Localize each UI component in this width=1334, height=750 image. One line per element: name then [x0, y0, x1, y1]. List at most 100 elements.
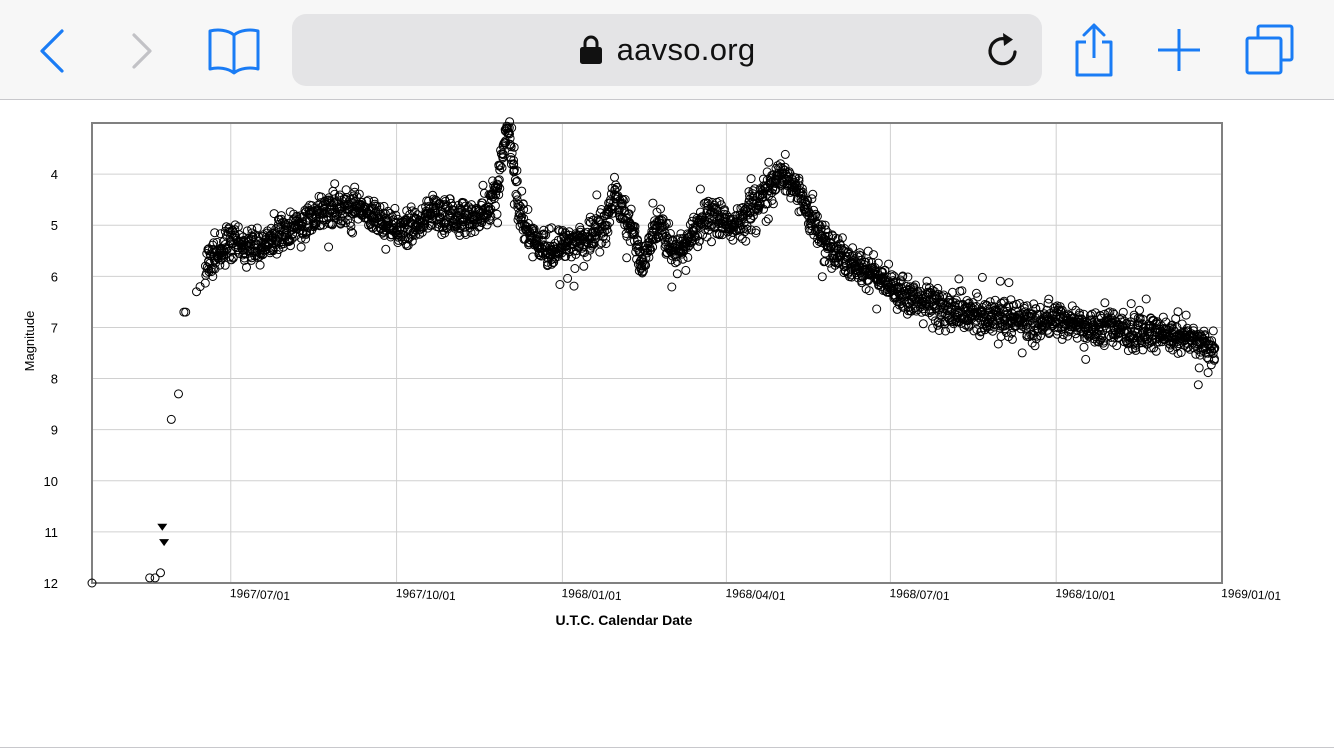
observation-point — [145, 573, 155, 583]
observation-point — [762, 167, 772, 177]
observation-point — [410, 207, 420, 217]
observation-point — [364, 195, 373, 205]
observation-point — [1200, 330, 1210, 340]
observation-point — [807, 226, 817, 235]
observation-point — [869, 250, 878, 260]
observation-point — [288, 230, 298, 240]
observation-point — [390, 203, 400, 213]
observation-point — [631, 247, 641, 257]
observation-point — [504, 128, 514, 138]
page-content: 4 5 6 7 8 9 10 11 12 1967/07/01 1967/10/01 1968/01… — [0, 101, 1334, 750]
plot-frame — [91, 122, 1223, 584]
observation-point — [517, 186, 527, 196]
share-icon — [1075, 23, 1113, 77]
observation-point — [630, 227, 640, 236]
observation-point — [942, 292, 952, 302]
observation-point — [764, 157, 774, 167]
observation-point — [990, 295, 1000, 305]
forward-button[interactable] — [112, 20, 172, 80]
new-tab-button[interactable] — [1149, 20, 1209, 80]
observation-point — [1064, 310, 1074, 320]
observation-point — [413, 210, 423, 220]
observation-point — [1207, 336, 1217, 346]
observation-point — [1087, 315, 1097, 325]
observation-point — [539, 225, 549, 235]
observation-point — [1099, 336, 1109, 346]
observation-point — [273, 219, 283, 229]
observation-point — [1203, 368, 1213, 378]
observation-point — [728, 235, 738, 245]
observation-point — [156, 568, 165, 578]
bookmarks-button[interactable] — [202, 20, 266, 80]
observation-point — [941, 326, 950, 336]
observation-point — [622, 253, 632, 263]
observation-point — [494, 175, 504, 185]
x-tick-label: 1969/01/01 — [1221, 586, 1282, 603]
observation-point — [624, 209, 634, 219]
observation-point — [661, 218, 671, 228]
observation-point — [891, 277, 901, 287]
observation-point — [896, 277, 906, 287]
observation-point — [617, 194, 627, 204]
observation-point — [225, 252, 235, 262]
observation-point — [509, 166, 519, 176]
observation-point — [150, 573, 160, 583]
observation-point — [1208, 349, 1218, 359]
observation-point — [368, 223, 378, 233]
tabs-button[interactable] — [1239, 20, 1299, 80]
observation-point — [794, 176, 804, 186]
lock-icon — [579, 35, 602, 64]
observation-point — [493, 181, 503, 191]
observation-point — [1029, 331, 1038, 340]
observation-point — [746, 225, 756, 235]
observation-point — [514, 200, 524, 210]
observation-point — [555, 280, 565, 289]
observation-point — [798, 187, 808, 197]
observation-point — [1191, 349, 1201, 359]
back-button[interactable] — [22, 20, 82, 80]
observation-point — [292, 211, 302, 221]
observation-point — [992, 306, 1002, 316]
observation-point — [1118, 307, 1128, 317]
observation-point — [833, 234, 843, 244]
observation-point — [665, 229, 675, 238]
observation-point — [780, 149, 790, 159]
observation-point — [1194, 363, 1204, 373]
observation-point — [763, 214, 773, 224]
observation-point — [638, 266, 648, 276]
observation-point — [504, 123, 514, 133]
observation-point — [927, 311, 937, 321]
observation-point — [226, 255, 236, 265]
observation-point — [493, 218, 503, 228]
observation-point — [808, 189, 818, 199]
observation-point — [512, 176, 522, 186]
observation-point — [401, 239, 411, 249]
observation-point — [663, 233, 673, 243]
address-bar[interactable]: aavso.org — [292, 14, 1042, 86]
observation-point — [518, 199, 528, 209]
observation-point — [324, 242, 334, 252]
observation-point — [505, 117, 515, 127]
observation-point — [547, 259, 557, 269]
observation-point — [272, 249, 282, 259]
observation-point — [720, 212, 730, 222]
observation-point — [807, 194, 817, 204]
observation-point — [1100, 298, 1110, 308]
observation-point — [828, 231, 838, 241]
reload-button[interactable] — [978, 26, 1028, 76]
share-button[interactable] — [1064, 20, 1124, 80]
observation-point — [242, 262, 251, 272]
observation-point — [887, 270, 897, 280]
observation-point — [253, 231, 263, 241]
observation-points — [87, 117, 1220, 588]
observation-point — [460, 228, 470, 238]
observation-point — [948, 287, 957, 297]
y-tick-label: 10 — [44, 474, 58, 489]
observation-point — [723, 227, 733, 237]
observation-point — [814, 219, 824, 229]
observation-point — [693, 231, 703, 241]
observation-point — [1081, 354, 1091, 364]
observation-point — [512, 166, 522, 176]
observation-point — [461, 230, 471, 239]
observation-point — [922, 276, 932, 286]
